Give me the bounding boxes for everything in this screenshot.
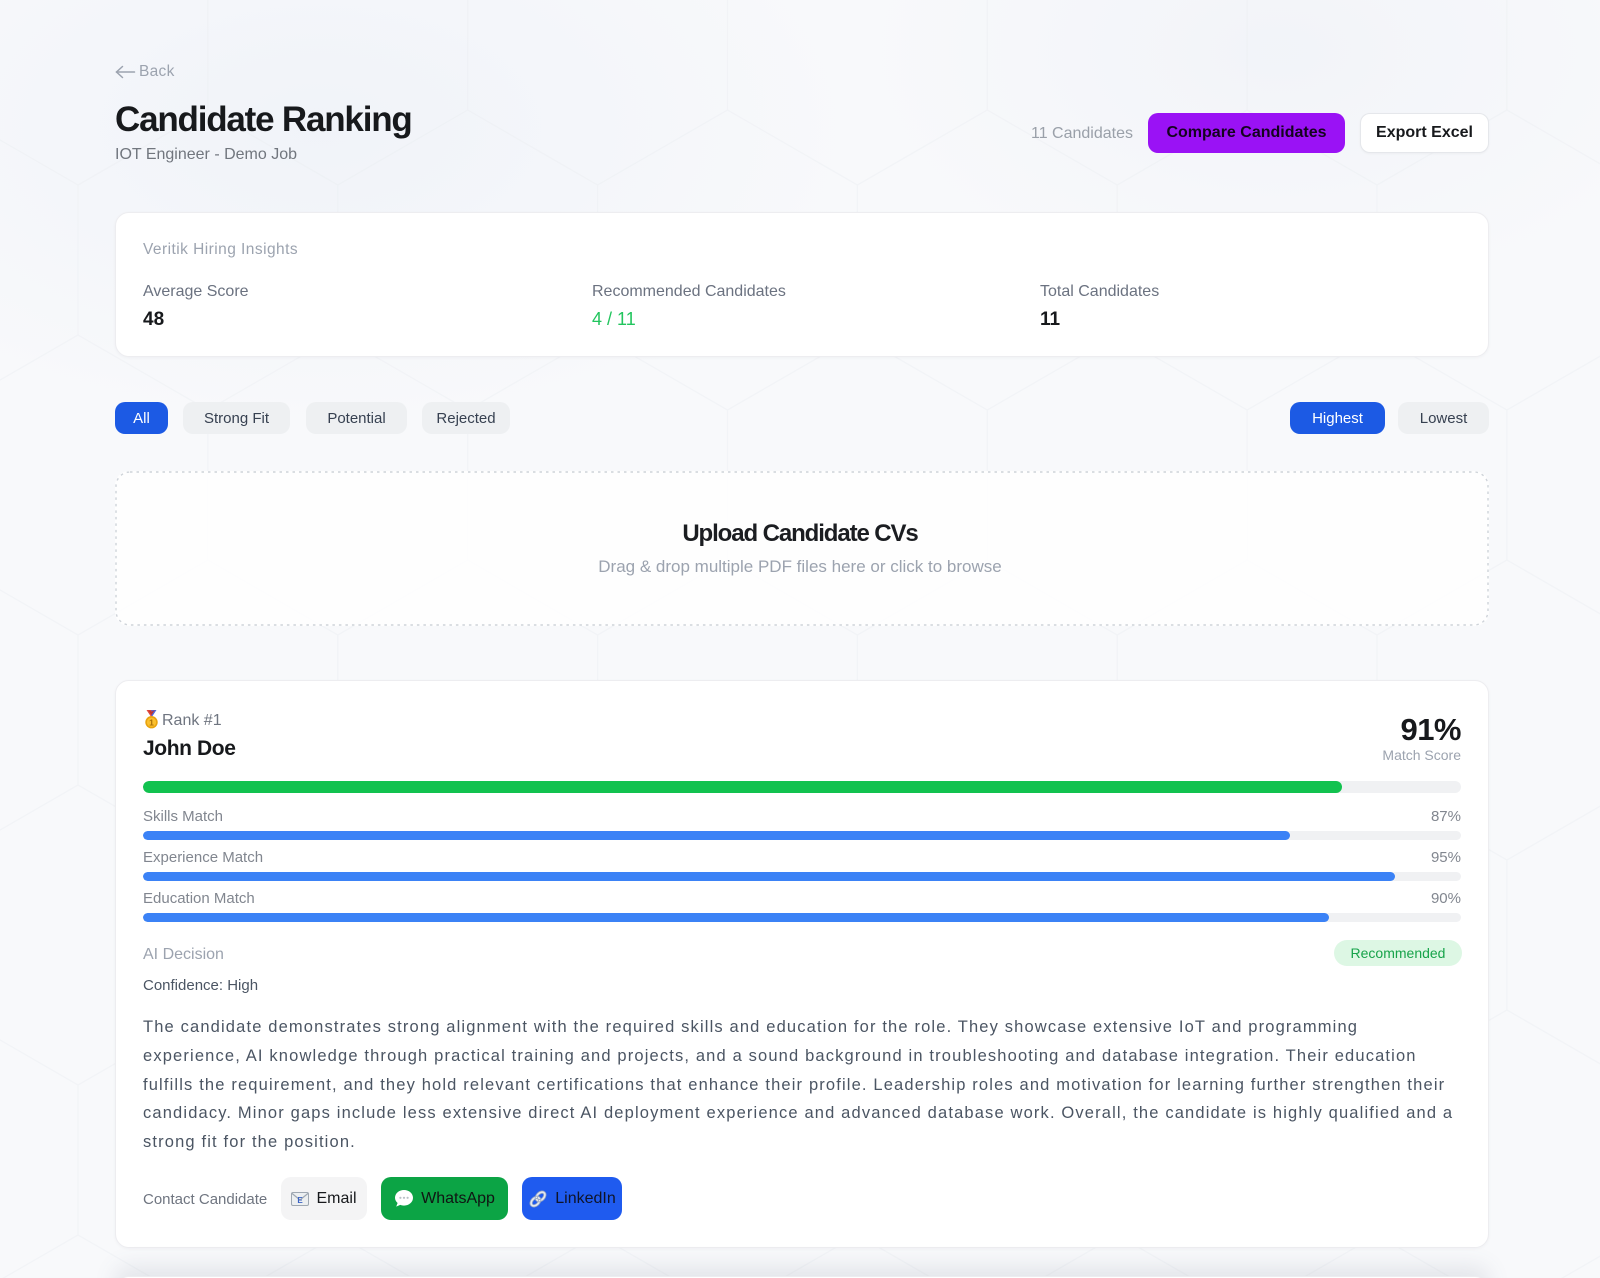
svg-text:E: E — [298, 1196, 304, 1205]
svg-text:1: 1 — [149, 718, 154, 728]
